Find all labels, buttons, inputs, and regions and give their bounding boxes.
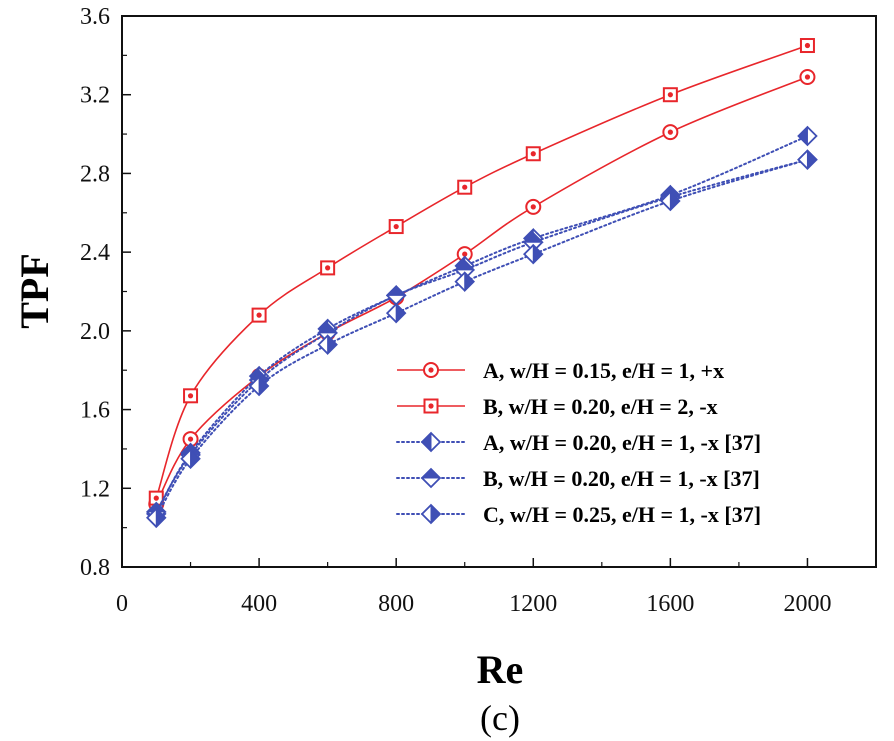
data-point	[799, 38, 815, 54]
legend-item-3: A, w/H = 0.20, e/H = 1, -x [37]	[396, 430, 761, 455]
data-point	[145, 507, 167, 529]
marker-diamond-fill	[317, 323, 338, 334]
marker-diamond-fill	[797, 125, 808, 147]
legend-label: B, w/H = 0.20, e/H = 2, -x	[483, 394, 718, 419]
x-tick-label: 1200	[509, 591, 557, 617]
data-point	[317, 322, 338, 344]
y-axis-title: TPF	[12, 253, 57, 329]
figure-caption: (c)	[480, 698, 520, 738]
marker-diamond-fill	[327, 334, 338, 355]
data-point	[797, 125, 818, 147]
y-tick-label: 0.8	[80, 555, 110, 581]
marker-diamond-fill	[421, 431, 432, 453]
marker-dot	[187, 436, 194, 442]
marker-diamond-fill	[258, 375, 269, 397]
legend-label: A, w/H = 0.15, e/H = 1, +x	[483, 358, 724, 383]
marker-diamond-fill	[669, 190, 681, 212]
legend-marker	[423, 398, 439, 414]
legend-item-4: B, w/H = 0.20, e/H = 1, -x [37]	[396, 466, 760, 491]
legend-marker	[420, 503, 442, 525]
marker-dot	[530, 204, 536, 210]
data-point	[797, 149, 818, 170]
data-point	[660, 190, 681, 212]
marker-diamond-fill	[806, 149, 818, 170]
marker-diamond-fill	[454, 260, 475, 271]
y-tick-label: 2.8	[80, 161, 110, 187]
data-point	[251, 307, 267, 323]
y-tick-label: 3.2	[80, 83, 110, 109]
legend-item-1: A, w/H = 0.15, e/H = 1, +x	[397, 358, 724, 383]
legend-marker	[420, 431, 442, 453]
marker-diamond-fill	[523, 232, 544, 243]
marker-diamond-fill	[155, 507, 166, 529]
series-5	[145, 149, 818, 529]
data-point	[454, 271, 476, 292]
marker-dot	[804, 74, 811, 80]
data-point	[662, 87, 678, 103]
x-tick-label: 0	[116, 591, 128, 617]
marker-diamond-fill	[385, 285, 407, 296]
data-point	[180, 448, 201, 470]
marker-diamond-fill	[190, 448, 201, 469]
data-point	[385, 302, 407, 324]
series-layer	[145, 38, 818, 529]
legend-item-5: C, w/H = 0.25, e/H = 1, -x [37]	[396, 502, 761, 527]
data-point	[662, 124, 679, 141]
data-point	[248, 375, 270, 397]
legend-label: C, w/H = 0.25, e/H = 1, -x [37]	[483, 502, 761, 527]
marker-dot	[187, 393, 194, 399]
legend-marker	[423, 362, 439, 378]
marker-dot	[428, 367, 434, 373]
x-tick-label: 800	[378, 591, 414, 617]
marker-dot	[667, 129, 673, 135]
marker-dot	[462, 251, 468, 257]
marker-dot	[804, 42, 811, 49]
marker-dot	[667, 92, 673, 98]
axis-ticks: 0 400 800 1200 1600 2000 0.8 1.2 1.6 2.0 2.4 2.8 3.2…	[80, 4, 831, 617]
legend-label: B, w/H = 0.20, e/H = 1, -x [37]	[483, 466, 760, 491]
data-point	[522, 232, 544, 253]
marker-dot	[393, 223, 399, 230]
marker-dot	[462, 184, 468, 190]
data-point	[457, 179, 473, 195]
legend-marker	[420, 467, 442, 489]
x-tick-label: 400	[241, 591, 277, 617]
data-point	[320, 260, 336, 276]
y-tick-label: 2.0	[80, 319, 110, 345]
data-point	[388, 219, 404, 235]
data-point	[525, 198, 542, 215]
series-line	[155, 158, 809, 519]
data-point	[385, 285, 407, 306]
x-tick-label: 2000	[783, 591, 831, 617]
legend-item-2: B, w/H = 0.20, e/H = 2, -x	[397, 394, 718, 419]
data-point	[454, 259, 476, 281]
series-line	[155, 158, 809, 513]
marker-dot	[428, 403, 434, 409]
data-point	[183, 388, 199, 404]
data-point	[525, 146, 541, 162]
x-axis-title: Re	[477, 647, 524, 692]
marker-diamond-fill	[420, 468, 442, 479]
x-tick-label: 1600	[646, 591, 694, 617]
marker-diamond-fill	[464, 271, 475, 292]
data-point	[799, 69, 816, 86]
data-point	[522, 243, 544, 265]
y-tick-label: 1.6	[80, 398, 110, 424]
legend-label: A, w/H = 0.20, e/H = 1, -x [37]	[483, 430, 761, 455]
marker-dot	[325, 265, 331, 271]
marker-dot	[153, 495, 159, 501]
y-tick-label: 3.6	[80, 4, 110, 30]
marker-dot	[530, 151, 536, 157]
legend: A, w/H = 0.15, e/H = 1, +x B, w/H = 0.20,…	[396, 358, 761, 527]
y-tick-label: 1.2	[80, 476, 110, 502]
marker-diamond-fill	[430, 503, 441, 525]
data-point	[317, 334, 338, 355]
marker-diamond-fill	[395, 302, 406, 324]
y-tick-label: 2.4	[80, 240, 110, 266]
marker-dot	[256, 312, 262, 318]
series-line	[155, 135, 809, 515]
marker-diamond-fill	[532, 243, 543, 265]
